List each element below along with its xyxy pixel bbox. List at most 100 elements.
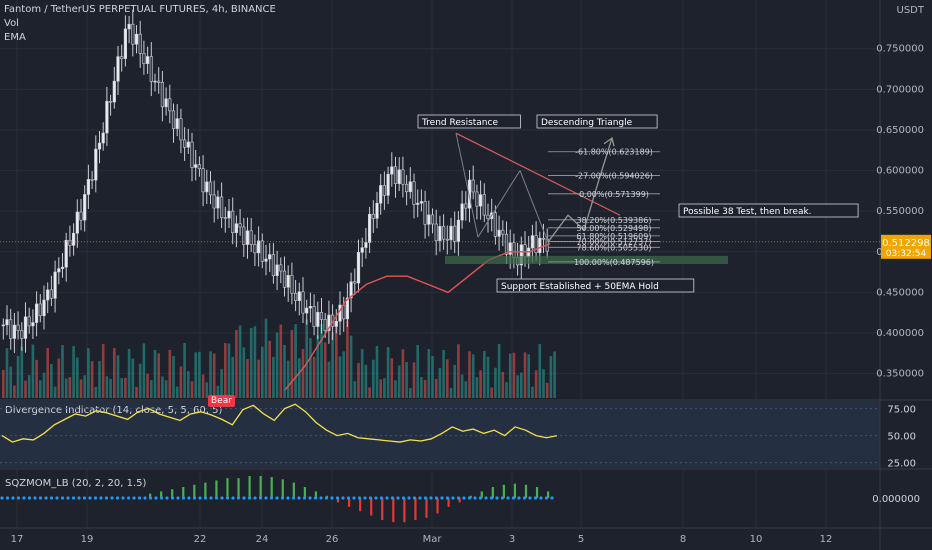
sqz-dot <box>418 496 422 500</box>
sqz-dot <box>11 496 15 500</box>
current-price-label: 0.512298 <box>882 238 930 249</box>
volume-bar <box>390 358 394 398</box>
sqz-dot <box>5 496 10 500</box>
volume-bar <box>486 356 490 398</box>
sqz-dot <box>412 496 417 500</box>
volume-bar <box>2 370 5 398</box>
volume-bar <box>268 340 271 398</box>
candle-body <box>16 324 20 331</box>
volume-bar <box>205 382 209 398</box>
volume-bar <box>346 320 349 398</box>
candle-body <box>27 316 31 327</box>
price-tick-label: 0.400000 <box>876 328 924 339</box>
volume-bar <box>298 358 301 398</box>
candle-body <box>367 213 372 243</box>
candle-body <box>101 132 105 144</box>
volume-bar <box>383 378 386 398</box>
volume-bar <box>253 326 257 398</box>
volume-bar <box>523 352 527 398</box>
candle-body <box>164 98 168 108</box>
volume-bar <box>194 352 197 398</box>
volume-bar <box>249 328 253 398</box>
vol-label: Vol <box>4 18 19 29</box>
volume-bar <box>216 385 220 398</box>
candle-body <box>90 179 94 181</box>
volume-bar <box>220 369 223 398</box>
sqz-dot <box>308 496 312 500</box>
sqz-dot <box>286 496 290 500</box>
sqz-dot <box>253 496 257 500</box>
sqz-dot <box>302 496 307 500</box>
sqz-dot <box>148 496 153 500</box>
sqz-dot <box>390 496 395 500</box>
volume-bar <box>35 359 38 398</box>
sqz-dot <box>269 496 274 500</box>
candle-body <box>264 258 268 262</box>
candle-body <box>404 183 409 193</box>
sqz-dot <box>451 496 455 500</box>
volume-bar <box>479 370 482 398</box>
candle-body <box>268 254 272 260</box>
sqz-dot <box>16 496 21 500</box>
sqz-dot <box>60 496 65 500</box>
candle-body <box>216 196 220 209</box>
candle-body <box>112 80 116 103</box>
volume-bar <box>127 348 131 398</box>
candle-body <box>109 100 113 103</box>
volume-bar <box>227 343 231 398</box>
candle-body <box>379 185 383 204</box>
possible-test-label: Possible 38 Test, then break. <box>683 207 812 217</box>
candle-body <box>83 194 87 221</box>
sqz-bar <box>381 498 384 520</box>
volume-bar <box>468 351 471 398</box>
candle-body <box>434 223 438 241</box>
candle-body <box>271 254 276 277</box>
candle-body <box>486 214 490 219</box>
candle-body <box>160 82 165 108</box>
sqz-bar <box>215 480 218 498</box>
candle-body <box>282 270 287 288</box>
sqz-dot <box>214 496 219 500</box>
candle-body <box>64 239 68 268</box>
candle-body <box>186 141 190 148</box>
sqz-bar <box>458 498 461 503</box>
candle-body <box>449 225 453 241</box>
volume-bar <box>131 358 135 398</box>
sqz-dot <box>110 496 114 500</box>
candle-body <box>57 268 61 273</box>
candle-body <box>316 311 320 327</box>
sqz-bar <box>348 498 351 507</box>
candle-body <box>419 201 424 204</box>
sqz-dot <box>352 496 356 500</box>
volume-bar <box>497 344 501 398</box>
candle-body <box>234 223 239 234</box>
volume-bar <box>46 348 49 398</box>
candle-body <box>179 118 183 141</box>
volume-bar <box>316 335 320 398</box>
volume-bar <box>90 361 94 398</box>
candle-body <box>205 181 209 193</box>
sqz-dot <box>429 496 433 500</box>
candle-body <box>183 139 187 148</box>
candle-body <box>538 237 542 253</box>
candle-body <box>231 210 235 234</box>
volume-bar <box>379 379 382 398</box>
candle-body <box>523 244 527 258</box>
volume-bar <box>105 376 109 398</box>
candle-body <box>519 244 523 266</box>
volume-bar <box>420 377 423 398</box>
candle-body <box>512 242 516 258</box>
chart-title: Fantom / TetherUS PERPETUAL FUTURES, 4h,… <box>4 4 276 15</box>
sqz-bar <box>447 498 450 507</box>
sqz-dot <box>511 496 516 500</box>
volume-bar <box>449 387 453 398</box>
volume-bar <box>527 354 530 398</box>
candle-body <box>408 181 412 193</box>
time-tick-label: 10 <box>750 534 763 545</box>
volume-bar <box>138 363 142 398</box>
candle-body <box>79 211 83 221</box>
volume-bar <box>335 322 338 398</box>
volume-bar <box>553 351 556 398</box>
candle-body <box>171 110 176 129</box>
